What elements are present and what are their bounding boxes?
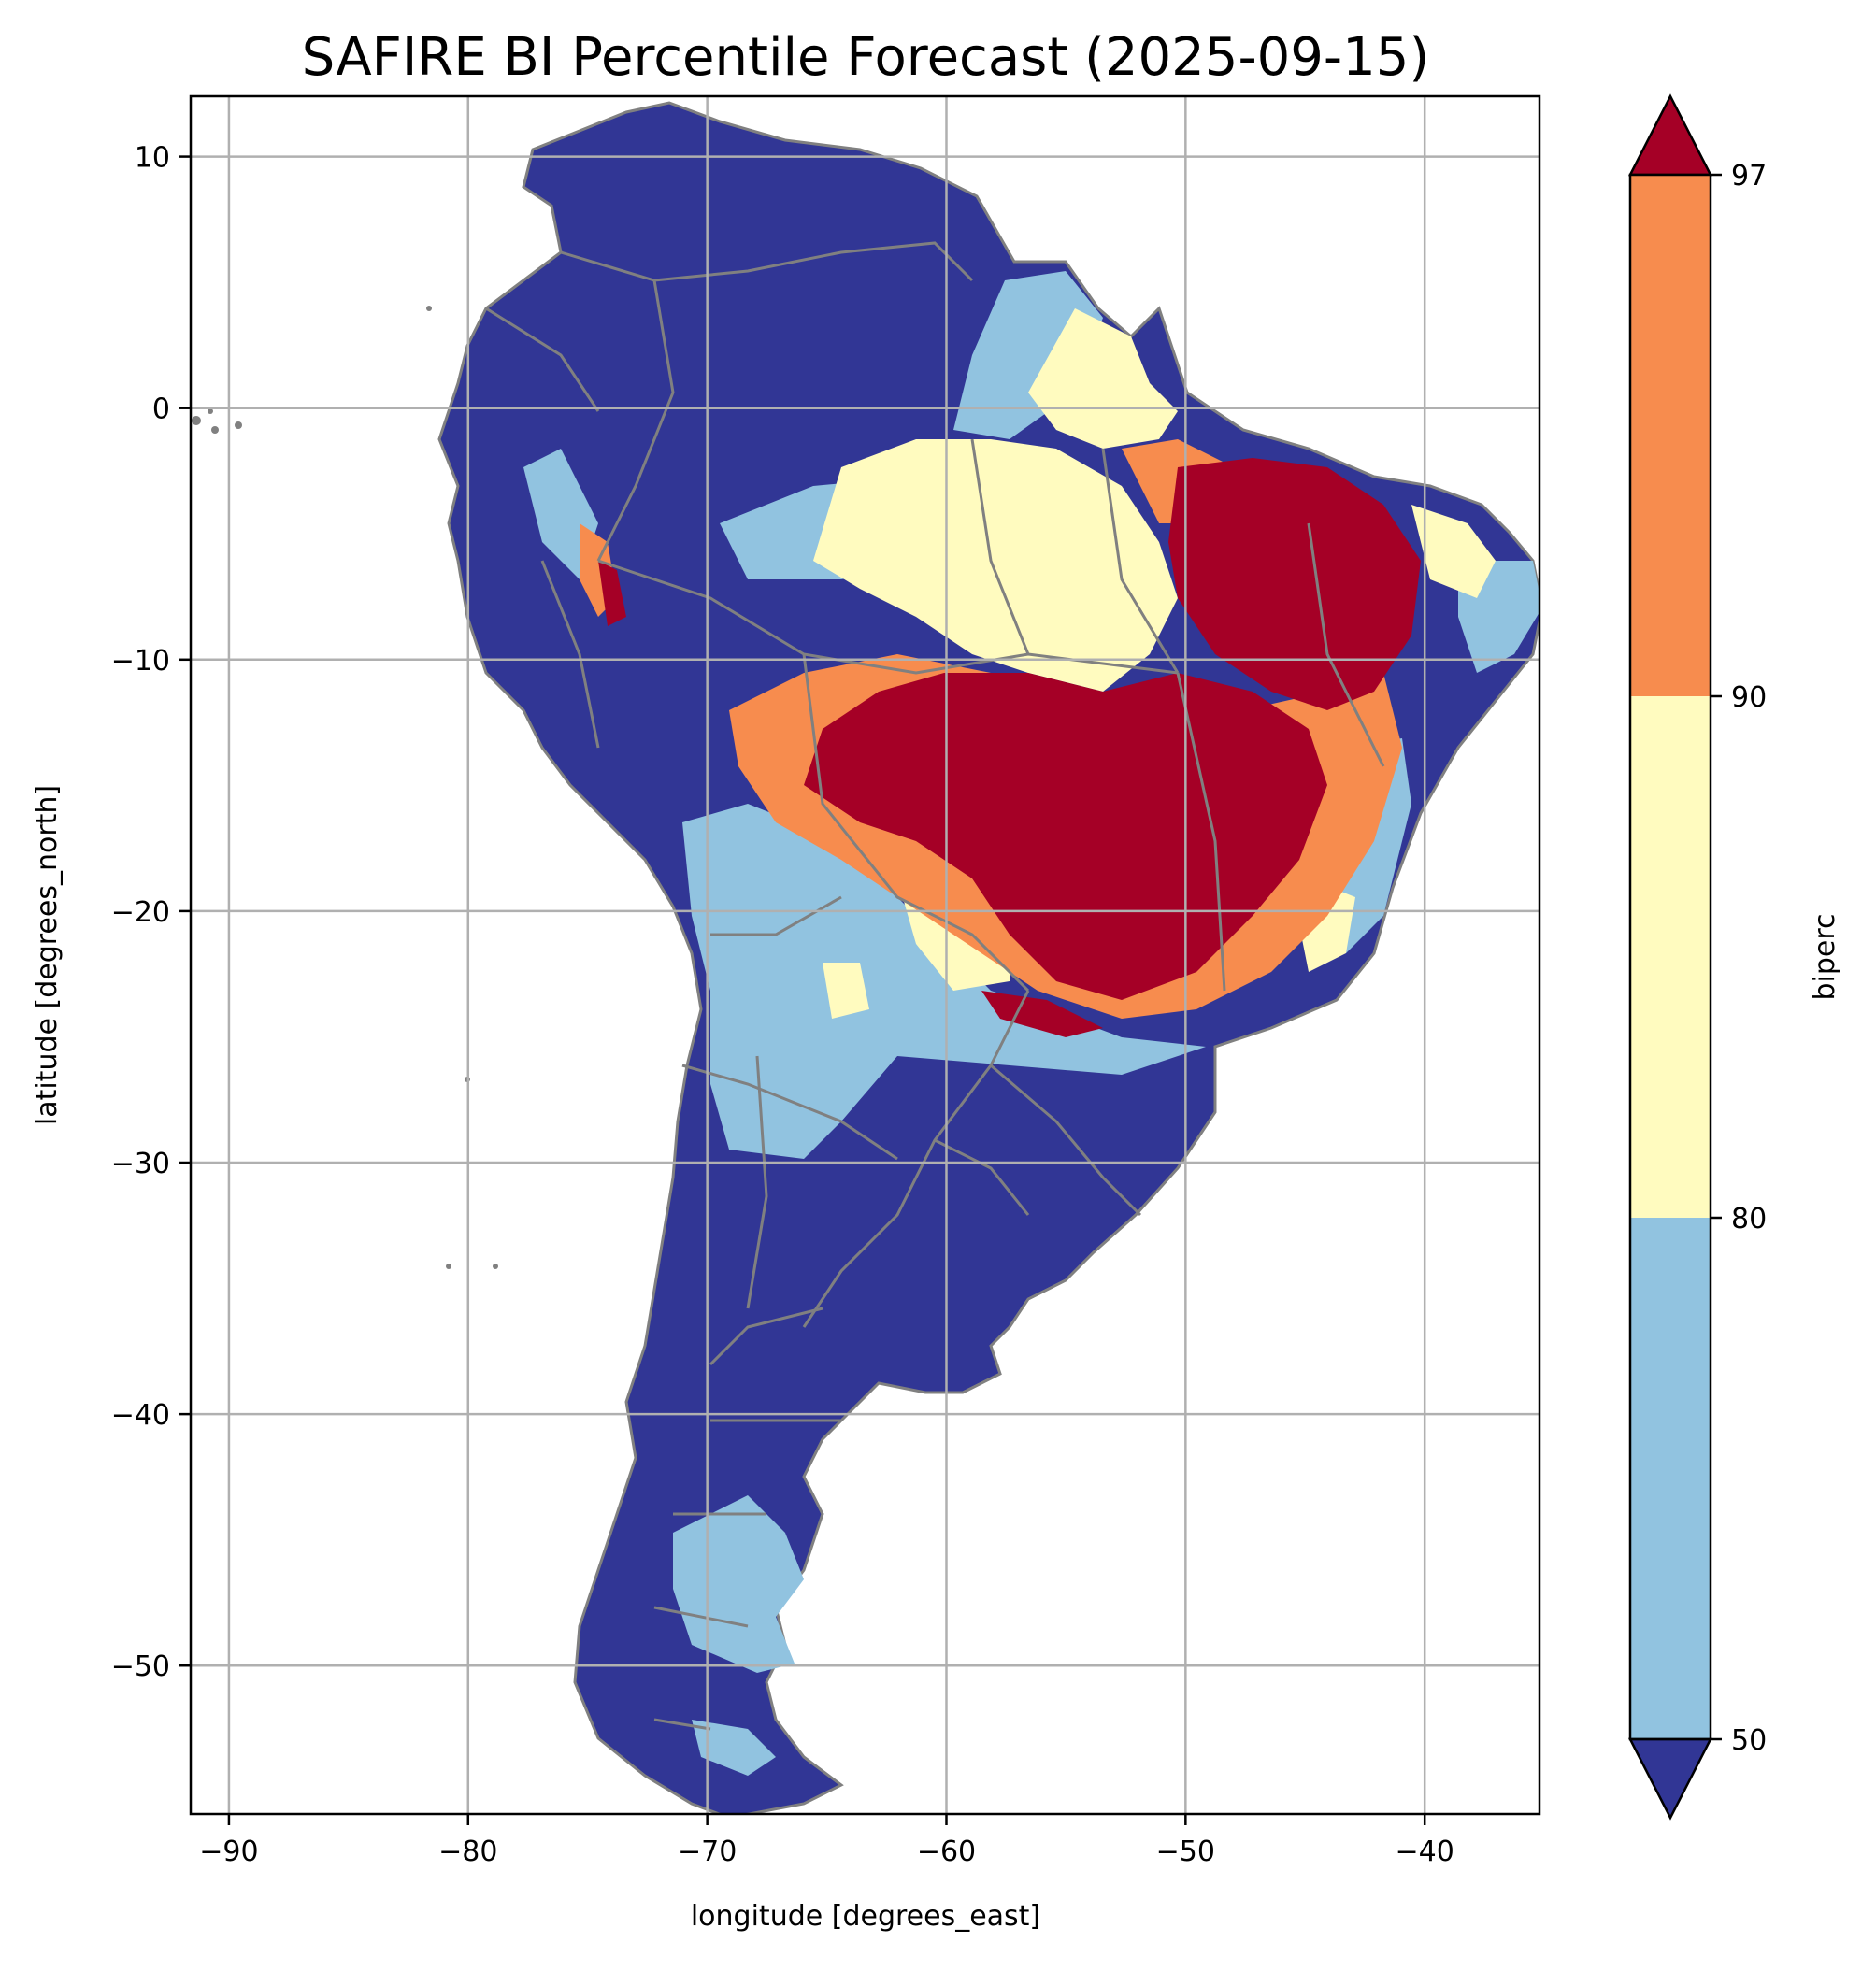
y-axis-label: latitude [degrees_north] <box>31 785 64 1125</box>
colorbar: 50 80 90 97 biperc <box>1627 93 1841 1821</box>
y-tick-label: −50 <box>111 1650 170 1683</box>
x-axis-ticks: −90 −80 −70 −60 −50 −40 <box>199 1814 1454 1868</box>
gridlines <box>191 96 1539 1814</box>
class-50-80-regions <box>523 271 1539 1776</box>
x-tick-label: −60 <box>917 1835 976 1868</box>
islands <box>192 306 498 1269</box>
y-tick-label: 0 <box>152 393 170 426</box>
x-tick-label: −50 <box>1156 1835 1215 1868</box>
colorbar-under-triangle <box>1627 1737 1713 1821</box>
colorbar-bin-50-80 <box>1630 1218 1711 1739</box>
colorbar-tick-label: 90 <box>1731 681 1767 714</box>
y-tick-label: −30 <box>111 1148 170 1180</box>
plot-frame <box>189 94 1541 1816</box>
political-borders <box>485 241 1385 1731</box>
colorbar-bin-90-97 <box>1630 175 1711 696</box>
chart-title: SAFIRE BI Percentile Forecast (2025-09-1… <box>302 27 1429 88</box>
colorbar-tick-label: 50 <box>1731 1724 1767 1757</box>
y-tick-label: −10 <box>111 645 170 678</box>
map-axes: −90 −80 −70 −60 −50 −40 10 0 −10 −20 −30 −40 −50 <box>111 94 1541 1868</box>
colorbar-frame <box>1628 173 1712 1741</box>
colorbar-tick-label: 97 <box>1731 160 1767 193</box>
x-tick-label: −80 <box>438 1835 497 1868</box>
colorbar-tick-label: 80 <box>1731 1203 1767 1235</box>
colorbar-over-triangle <box>1627 93 1713 177</box>
y-tick-label: 10 <box>135 142 170 175</box>
y-tick-label: −20 <box>111 896 170 929</box>
x-axis-label: longitude [degrees_east] <box>691 1900 1040 1933</box>
y-axis-ticks: 10 0 −10 −20 −30 −40 −50 <box>111 142 191 1683</box>
colorbar-label: biperc <box>1809 913 1841 1000</box>
colorbar-ticks: 50 80 90 97 <box>1711 160 1767 1757</box>
colorbar-bin-80-90 <box>1630 696 1711 1218</box>
x-tick-label: −70 <box>678 1835 737 1868</box>
y-tick-label: −40 <box>111 1399 170 1432</box>
x-tick-label: −90 <box>199 1835 258 1868</box>
x-tick-label: −40 <box>1396 1835 1454 1868</box>
